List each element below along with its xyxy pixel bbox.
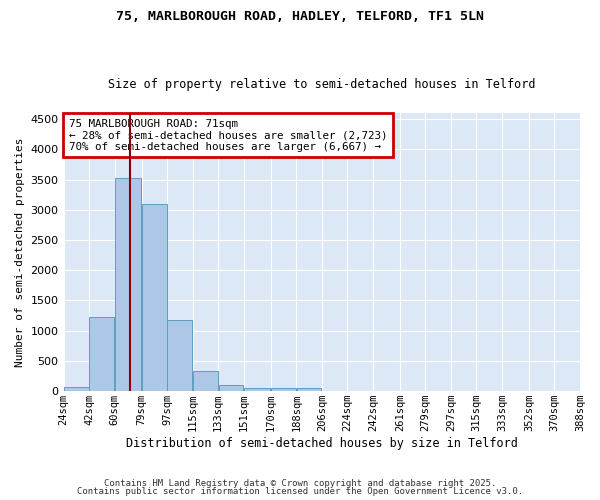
Bar bbox=[271, 388, 296, 391]
Text: Contains HM Land Registry data © Crown copyright and database right 2025.: Contains HM Land Registry data © Crown c… bbox=[104, 478, 496, 488]
Text: Contains public sector information licensed under the Open Government Licence v3: Contains public sector information licen… bbox=[77, 487, 523, 496]
Bar bbox=[244, 388, 271, 391]
Text: 75, MARLBOROUGH ROAD, HADLEY, TELFORD, TF1 5LN: 75, MARLBOROUGH ROAD, HADLEY, TELFORD, T… bbox=[116, 10, 484, 23]
Bar bbox=[218, 385, 244, 391]
Bar bbox=[142, 204, 167, 391]
Bar bbox=[167, 320, 193, 391]
X-axis label: Distribution of semi-detached houses by size in Telford: Distribution of semi-detached houses by … bbox=[126, 437, 518, 450]
Bar bbox=[296, 388, 322, 391]
Text: 75 MARLBOROUGH ROAD: 71sqm
← 28% of semi-detached houses are smaller (2,723)
70%: 75 MARLBOROUGH ROAD: 71sqm ← 28% of semi… bbox=[69, 118, 387, 152]
Title: Size of property relative to semi-detached houses in Telford: Size of property relative to semi-detach… bbox=[108, 78, 536, 91]
Bar bbox=[193, 370, 218, 391]
Y-axis label: Number of semi-detached properties: Number of semi-detached properties bbox=[15, 138, 25, 367]
Bar bbox=[89, 317, 114, 391]
Bar bbox=[115, 178, 141, 391]
Bar bbox=[64, 386, 89, 391]
